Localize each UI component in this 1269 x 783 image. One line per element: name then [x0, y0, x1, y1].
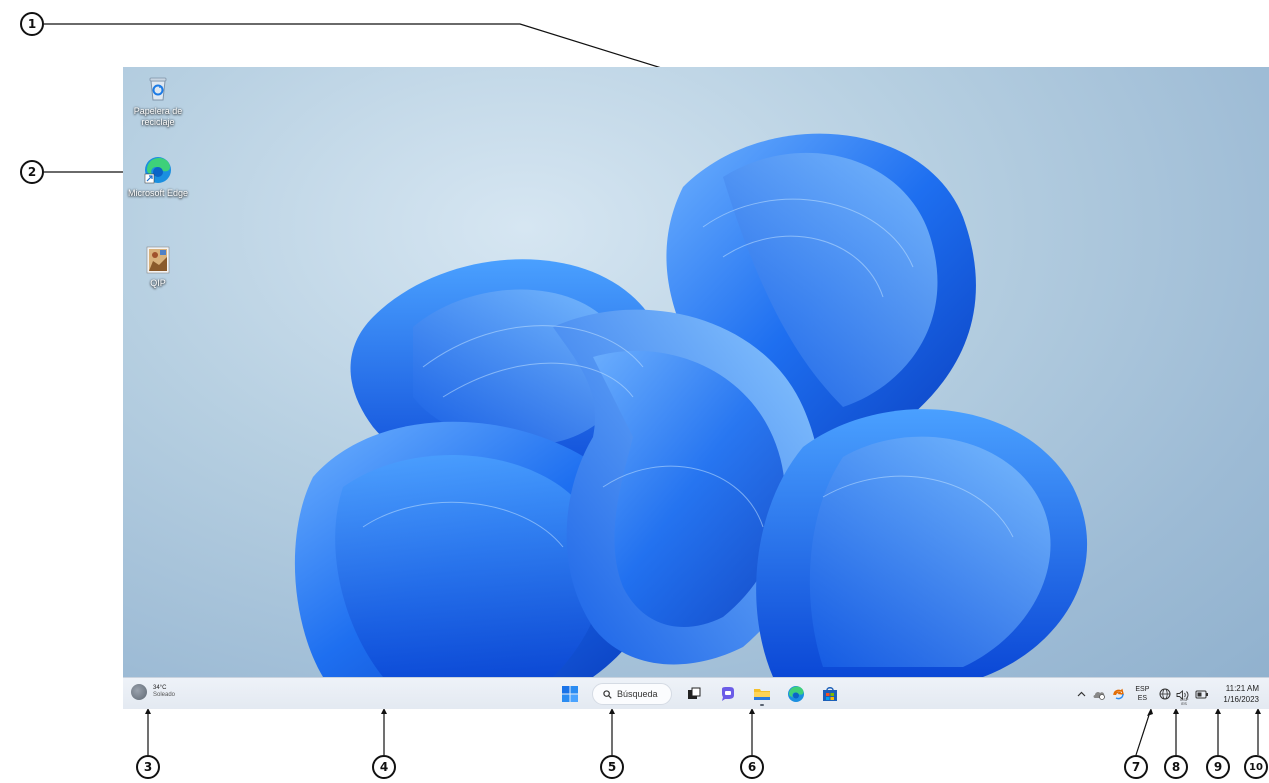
search-box[interactable]: Búsqueda	[592, 683, 672, 705]
qip-image-icon	[143, 245, 173, 275]
weather-temp: 34°C	[153, 685, 167, 691]
show-hidden-icons-chevron[interactable]	[1077, 689, 1086, 700]
clock-time: 11:21 AM	[1225, 684, 1259, 693]
mini-language-code: ESP	[1180, 697, 1189, 702]
mini-keyboard-code: ES	[1181, 701, 1187, 706]
desktop-screen: Papelera de reciclaje Microsoft Edge QIP	[123, 67, 1269, 709]
callout-4: 4	[372, 755, 396, 779]
globe-network-icon	[1159, 688, 1171, 700]
taskbar-center: Búsqueda	[558, 682, 842, 706]
language-code: ESP	[1135, 686, 1150, 693]
desktop-icon-label: Papelera de reciclaje	[133, 106, 183, 127]
clock-date: 1/16/2023	[1223, 695, 1259, 704]
desktop-icon-recycle-bin[interactable]: Papelera de reciclaje	[123, 73, 196, 128]
callout-5: 5	[600, 755, 624, 779]
callout-10: 10	[1244, 755, 1268, 779]
clock-date-button[interactable]: 11:21 AM 1/16/2023	[1223, 683, 1259, 705]
callout-6: 6	[740, 755, 764, 779]
store-button[interactable]	[818, 682, 842, 706]
system-tray: ESP ES ESP ES	[1077, 681, 1259, 707]
teams-chat-icon	[722, 687, 734, 701]
file-explorer-button[interactable]	[750, 682, 774, 706]
taskbar[interactable]: 34°C Soleado Búsqueda	[123, 677, 1269, 709]
callout-7: 7	[1124, 755, 1148, 779]
weather-condition: Soleado	[153, 692, 176, 698]
callout-3: 3	[136, 755, 160, 779]
desktop-icon-label: QIP	[150, 278, 166, 288]
start-icon	[562, 686, 578, 702]
callout-2: 2	[20, 160, 44, 184]
desktop-icon-qip[interactable]: QIP	[123, 245, 196, 289]
keyboard-layout-code: ES	[1137, 695, 1148, 702]
chevron-up-icon	[1077, 691, 1086, 696]
onedrive-cloud-icon[interactable]	[1092, 688, 1106, 700]
edge-icon	[788, 686, 804, 702]
running-indicator	[760, 704, 764, 706]
edge-button[interactable]	[784, 682, 808, 706]
store-icon	[823, 687, 837, 701]
quick-settings-button[interactable]: ESP ES	[1159, 687, 1209, 706]
callout-9: 9	[1206, 755, 1230, 779]
recycle-bin-icon	[143, 73, 173, 103]
task-view-button[interactable]	[682, 682, 706, 706]
weather-widget[interactable]: 34°C Soleado	[131, 684, 175, 700]
search-icon	[603, 689, 612, 699]
chat-button[interactable]	[716, 682, 740, 706]
input-language-indicator[interactable]: ESP ES	[1135, 685, 1149, 703]
desktop-icon-edge[interactable]: Microsoft Edge	[123, 155, 196, 199]
start-button[interactable]	[558, 682, 582, 706]
file-explorer-icon	[754, 689, 770, 700]
callout-1: 1	[20, 12, 44, 36]
desktop-icon-label: Microsoft Edge	[127, 188, 189, 198]
sync-icon[interactable]	[1112, 688, 1125, 701]
wallpaper-bloom[interactable]	[123, 67, 1269, 677]
weather-icon	[131, 684, 147, 700]
volume-icon	[1176, 690, 1189, 700]
callout-8: 8	[1164, 755, 1188, 779]
search-label: Búsqueda	[617, 689, 658, 699]
edge-icon	[143, 155, 173, 185]
battery-icon	[1195, 690, 1209, 698]
task-view-icon	[688, 687, 701, 699]
